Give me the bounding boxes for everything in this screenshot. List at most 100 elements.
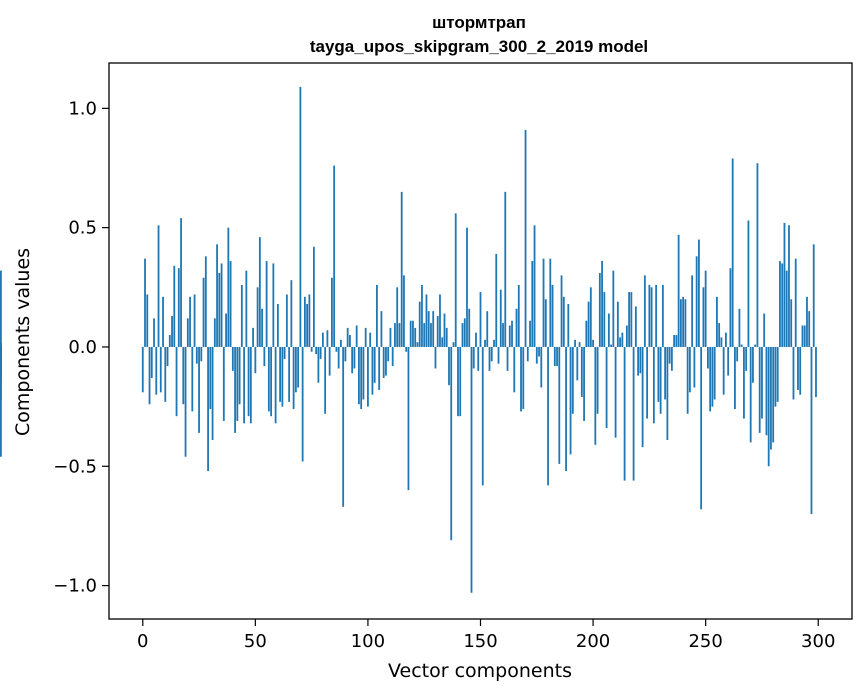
bar: [725, 332, 727, 347]
bar: [150, 346, 153, 378]
bar: [450, 346, 453, 541]
bar: [475, 332, 477, 347]
bar: [457, 346, 459, 417]
bar: [326, 330, 329, 347]
x-axis-ticks: 0 50 100 150 200 250 300: [137, 619, 835, 652]
bar: [358, 346, 360, 405]
bar: [652, 346, 655, 424]
bar: [571, 346, 574, 414]
bar: [641, 346, 644, 448]
bar: [567, 304, 570, 347]
bar: [202, 277, 205, 347]
bar: [452, 342, 455, 347]
bar: [648, 284, 651, 347]
bar: [794, 258, 797, 347]
bar: [448, 346, 450, 386]
y-tick-label: 1.0: [68, 98, 97, 119]
bar: [319, 346, 322, 359]
bar: [621, 332, 624, 347]
bar: [258, 237, 261, 347]
bar: [416, 342, 419, 347]
bar: [360, 346, 363, 410]
bar: [288, 346, 291, 402]
bar: [195, 346, 198, 364]
x-axis-label: Vector components: [388, 660, 572, 682]
bar: [605, 346, 608, 429]
bar: [328, 346, 331, 376]
bar: [362, 346, 365, 400]
bar: [484, 339, 486, 347]
bar: [747, 220, 750, 347]
y-tick-label: 0.5: [68, 218, 97, 239]
bar: [407, 346, 410, 491]
bar: [301, 346, 304, 462]
bar: [522, 346, 525, 410]
bar: [315, 346, 318, 355]
bar: [400, 191, 403, 347]
bar: [249, 346, 252, 424]
bar: [193, 294, 196, 347]
bar: [391, 346, 394, 367]
bar: [441, 337, 444, 347]
bar: [594, 346, 597, 445]
bar: [355, 325, 358, 347]
bar: [745, 346, 748, 371]
bar: [495, 253, 498, 347]
bar: [679, 299, 682, 347]
bar: [688, 346, 691, 393]
bar: [792, 346, 795, 400]
bar: [646, 346, 649, 419]
y-tick-label: −0.5: [53, 456, 97, 477]
bar: [472, 346, 475, 369]
bar: [657, 346, 660, 402]
x-tick-label: 300: [801, 631, 835, 652]
bar: [583, 346, 585, 421]
bar: [729, 268, 732, 347]
bar: [389, 327, 392, 347]
bar: [506, 346, 509, 371]
bar: [623, 346, 626, 481]
bar: [427, 311, 430, 347]
bar: [382, 346, 385, 378]
bar: [234, 346, 236, 433]
bar: [810, 346, 813, 515]
bar: [779, 261, 781, 347]
bar: [168, 335, 171, 347]
bar: [808, 311, 811, 347]
bar: [321, 332, 324, 347]
bar: [562, 296, 565, 347]
bar: [263, 346, 266, 367]
bar: [704, 270, 707, 347]
bar: [310, 346, 313, 352]
bar: [578, 342, 581, 347]
bar: [655, 284, 658, 347]
bar: [198, 346, 200, 433]
bar: [698, 239, 700, 347]
bar: [558, 346, 561, 464]
bar: [162, 296, 164, 347]
bar: [551, 284, 554, 347]
bar: [664, 346, 667, 400]
bar: [225, 313, 227, 347]
bar: [749, 346, 752, 443]
bar: [628, 292, 630, 347]
bar: [247, 346, 250, 417]
bar: [580, 346, 583, 398]
bar: [470, 346, 473, 593]
bar: [294, 346, 297, 393]
bar: [752, 346, 754, 383]
bar: [734, 346, 736, 410]
bar: [670, 346, 673, 371]
bar: [540, 346, 543, 388]
bar: [177, 268, 180, 347]
bar: [797, 346, 799, 390]
bar: [529, 320, 531, 347]
bar: [218, 272, 221, 347]
bar: [394, 323, 396, 347]
bar: [666, 346, 669, 441]
bar: [312, 246, 315, 347]
bar: [515, 308, 518, 347]
bar: [265, 261, 268, 347]
bar: [632, 346, 635, 481]
bar: [414, 327, 417, 347]
